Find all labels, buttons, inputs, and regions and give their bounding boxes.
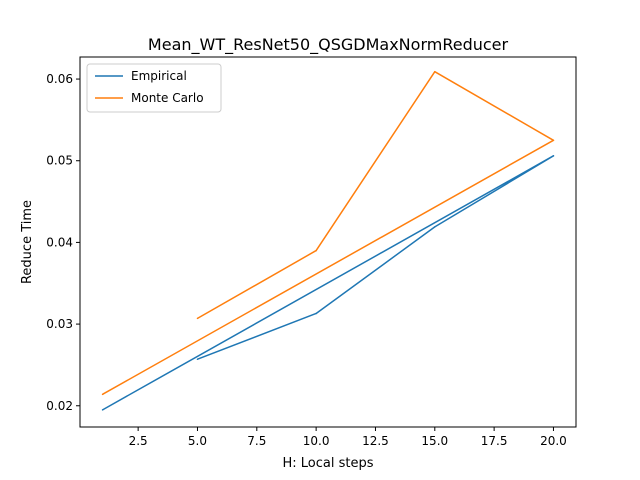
y-tick-label: 0.06 [46, 72, 73, 86]
data-point-empirical [315, 312, 317, 315]
x-tick-label: 2.5 [129, 434, 148, 448]
y-tick-label: 0.02 [46, 399, 73, 413]
x-tick-label: 17.5 [481, 434, 508, 448]
data-point-empirical [552, 155, 555, 157]
y-axis-ticks: 0.02 0.03 0.04 0.05 0.06 [46, 72, 80, 413]
legend: Empirical Monte Carlo [86, 63, 222, 113]
x-tick-label: 15.0 [421, 434, 448, 448]
data-point-monte-carlo [315, 249, 317, 252]
data-point-monte-carlo [552, 139, 555, 142]
axes-frame [79, 56, 577, 428]
y-axis-label: Reduce Time [20, 200, 35, 284]
data-point-monte-carlo [101, 393, 104, 396]
data-point-empirical [196, 358, 199, 360]
legend-label-monte-carlo: Monte Carlo [131, 91, 204, 105]
data-point-monte-carlo [196, 317, 199, 320]
chart-title: Mean_WT_ResNet50_QSGDMaxNormReducer [148, 35, 509, 55]
data-point-empirical [434, 226, 436, 228]
legend-label-empirical: Empirical [131, 69, 187, 83]
y-tick-label: 0.05 [46, 154, 73, 168]
x-tick-label: 10.0 [303, 434, 330, 448]
x-axis-ticks: 2.5 5.0 7.5 10.0 12.5 15.0 17.5 20.0 [129, 427, 567, 448]
x-tick-label: 5.0 [188, 434, 207, 448]
y-tick-label: 0.04 [46, 235, 73, 249]
x-axis-label: H: Local steps [282, 456, 373, 471]
data-point-monte-carlo [434, 70, 436, 73]
x-tick-label: 7.5 [247, 434, 266, 448]
data-point-empirical [101, 409, 104, 411]
plot-area [101, 70, 555, 411]
x-tick-label: 12.5 [362, 434, 389, 448]
x-tick-label: 20.0 [540, 434, 567, 448]
y-tick-label: 0.03 [46, 317, 73, 331]
